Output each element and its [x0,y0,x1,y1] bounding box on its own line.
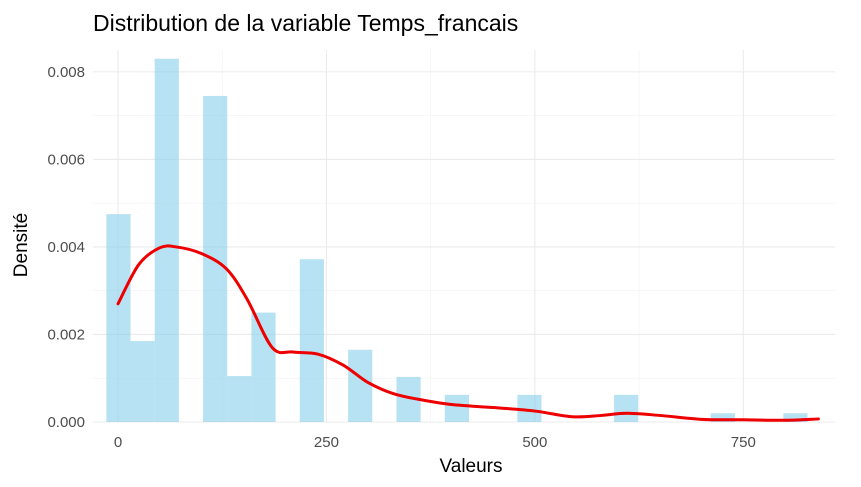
y-axis-title: Densité [11,213,32,277]
histogram-bar [783,413,808,422]
x-tick-label: 0 [114,434,122,451]
histogram-bar [614,394,639,422]
x-tick-label: 750 [731,434,756,451]
y-tick-label: 0.008 [47,64,85,81]
x-axis-tick-labels: 0 250 500 750 [114,434,756,451]
y-tick-label: 0.000 [47,414,85,431]
histogram-bar [299,259,324,422]
histogram-bar [227,376,252,422]
y-tick-label: 0.006 [47,151,85,168]
x-axis-title: Valeurs [439,456,502,477]
density-curve-layer [116,244,820,422]
histogram-bars [106,58,808,423]
histogram-bar [130,341,155,422]
histogram-bar [710,413,735,422]
histogram-bar [444,394,470,422]
histogram-bar [348,349,373,422]
y-axis-tick-labels: 0.000 0.002 0.004 0.006 0.008 [47,64,85,431]
density-curve [116,244,820,422]
histogram-bar [154,58,179,423]
histogram-bar [251,312,276,422]
y-tick-label: 0.002 [47,326,85,343]
histogram-bar [106,214,131,422]
x-tick-label: 250 [314,434,339,451]
chart-title: Distribution de la variable Temps_franca… [93,10,518,36]
y-tick-label: 0.004 [47,239,85,256]
x-tick-label: 500 [522,434,547,451]
